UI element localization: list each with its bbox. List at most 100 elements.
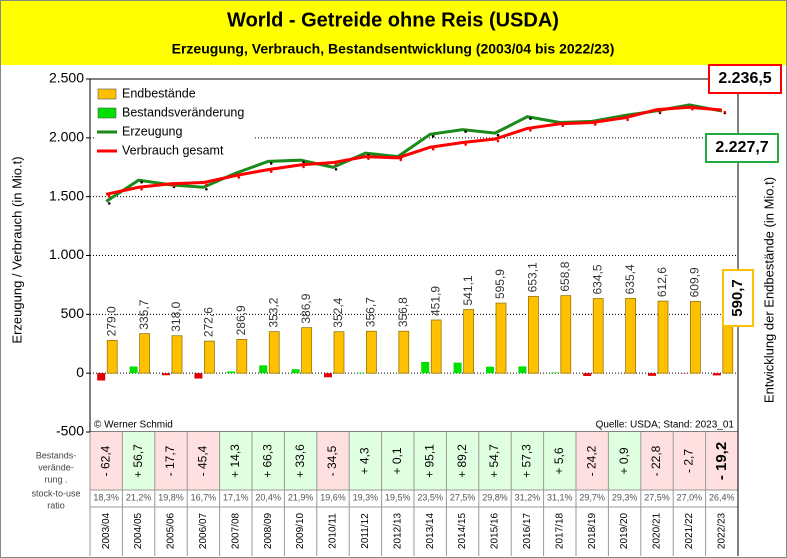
stock-to-use: 27,5% [450,492,476,502]
stock-bar [398,330,410,374]
change-label: + 57,3 [520,444,534,478]
x-tick-label: 2006/07 [198,512,209,549]
change-label: + 0,1 [390,447,404,474]
change-label: + 66,3 [260,444,274,478]
line-marker [399,158,403,162]
legend-label: Verbrauch gesamt [122,143,224,157]
x-tick-label: 2003/04 [101,512,112,549]
stock-value-label: 335,7 [137,299,151,329]
x-tick-label: 2010/11 [328,513,339,549]
x-tick-label: 2005/06 [166,512,177,549]
x-tick-label: 2021/22 [684,512,695,549]
stock-to-use: 19,3% [353,492,379,502]
line-marker [496,133,500,137]
legend-label: Endbestände [122,86,196,100]
change-bar [324,373,332,378]
stock-to-use: 19,8% [158,492,184,502]
change-bar [648,373,656,376]
stock-bar [171,335,183,374]
change-bar [518,366,527,374]
stock-value-label: 451,9 [428,286,442,316]
line-marker [561,124,565,128]
change-label: + 95,1 [422,444,436,478]
stock-to-use: 26,4% [709,492,735,502]
change-cell [543,432,576,490]
y-tick-label: 0 [76,364,84,380]
stock-value-label: 353,2 [266,297,280,327]
change-cell [219,432,252,490]
annotation: 2.227,7 [715,139,768,156]
stock-bar [301,327,312,374]
stock-bar [204,340,215,374]
y-tick-label: 1.000 [49,246,84,262]
x-tick-label: 2014/15 [457,512,468,549]
x-tick-label: 2016/17 [522,512,533,549]
stock-bar [690,301,701,374]
callout-box [705,133,779,163]
change-bar [162,373,170,376]
change-bar [129,366,138,374]
stock-bar [268,331,280,374]
change-cell [187,432,220,490]
stock-to-use: 31,2% [515,492,541,502]
row-label: rung . [44,474,67,484]
change-label: - 17,7 [163,445,177,476]
line-marker [172,184,176,188]
change-label: - 22,8 [649,445,663,476]
x-tick-label: 2022/23 [716,512,727,549]
row-label: ratio [47,500,65,510]
line-marker [334,167,338,171]
line-marker [529,129,532,132]
stock-value-label: 279,0 [104,306,118,336]
change-bar [486,366,494,374]
change-bar [226,371,235,374]
row-label: Bestands- [36,450,77,460]
row-label: stock-to-use [31,488,80,498]
stock-bar [592,298,604,374]
stock-bar [495,302,507,374]
stock-to-use: 20,4% [255,492,281,502]
stock-bar [560,295,572,374]
series-line [105,103,723,203]
y-axis-label: Erzeugung / Verbrauch (in Mio.t) [9,156,24,343]
x-tick-label: 2004/05 [133,512,144,549]
line-marker [140,180,143,184]
change-cell [511,432,544,490]
stock-bar [625,298,636,374]
line-marker [205,183,208,186]
stock-to-use: 19,5% [385,492,411,502]
x-tick-label: 2015/16 [490,512,501,549]
x-tick-label: 2012/13 [392,512,403,549]
change-label: + 4,3 [358,447,372,474]
change-cell [284,432,317,490]
legend-label: Bestandsveränderung [122,105,244,119]
stock-value-label: 653,1 [526,262,540,292]
y-tick-label: 1.500 [49,187,84,203]
line-marker [496,139,500,143]
x-tick-label: 2020/21 [652,512,663,549]
change-label: + 56,7 [131,444,145,478]
stock-value-label: 272,6 [202,307,216,337]
stock-bar [366,330,377,374]
chart-title: World - Getreide ohne Reis (USDA) [227,9,559,31]
change-cell [381,432,414,490]
stock-to-use: 19,6% [320,492,346,502]
stock-value-label: 658,8 [558,261,572,291]
line-marker [205,187,208,191]
stock-to-use: 29,3% [612,492,638,502]
line-marker [302,165,305,169]
stock-bar [430,319,442,374]
change-cell [414,432,447,490]
change-label: - 19,2 [713,442,730,480]
line-marker [431,147,435,151]
annotation: 2.236,5 [718,70,771,87]
line-marker [431,135,435,138]
change-bar [453,362,462,374]
change-label: - 62,4 [98,445,112,476]
change-cell [446,432,479,490]
annotation: Quelle: USDA; Stand: 2023_01 [596,420,735,431]
callout-box [722,269,754,327]
line-marker [140,187,143,191]
x-tick-label: 2019/20 [619,512,630,549]
